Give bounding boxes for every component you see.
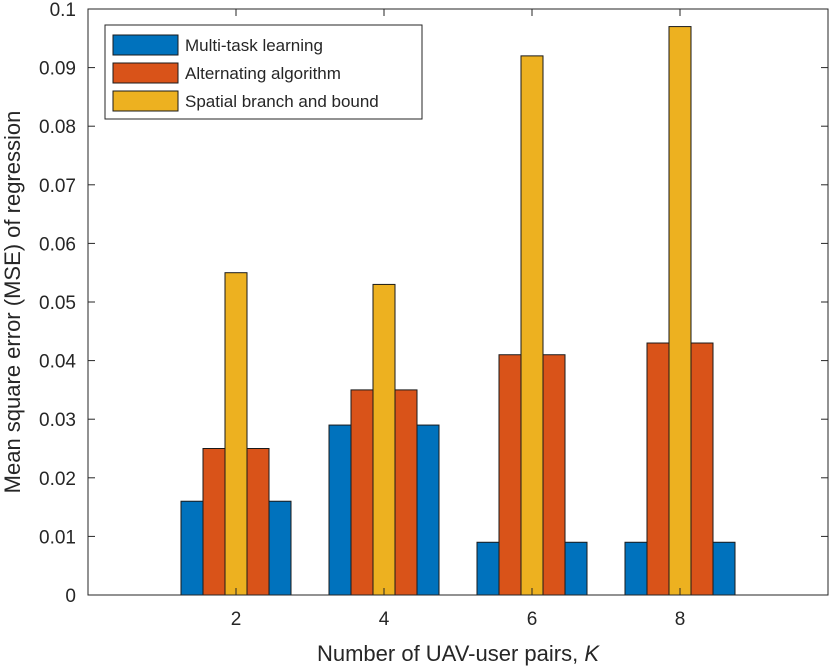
legend-label: Alternating algorithm	[185, 64, 341, 83]
x-tick-label: 6	[527, 609, 538, 630]
bar-spatial-branch-and-bound-k2-2	[224, 272, 248, 596]
ticks-group: 0 0.01 0.02 0.03 0.04 0.05 0.06 0.07 0.08 0.09 0.1…	[39, 0, 828, 630]
bar-alternating-algorithm-k6-1	[498, 354, 522, 596]
y-tick-label: 0.02	[39, 469, 76, 490]
legend-swatch	[112, 90, 179, 112]
y-tick-label: 0.07	[39, 176, 76, 197]
bar-multi-task-learning-k8-0	[624, 541, 648, 596]
y-tick-label: 0.05	[39, 293, 76, 314]
bar-alternating-algorithm-k2-3	[246, 448, 270, 596]
bar-alternating-algorithm-k4-3	[394, 389, 418, 596]
bar-multi-task-learning-k2-0	[180, 500, 204, 596]
x-tick-label: 2	[231, 609, 242, 630]
y-tick-label: 0	[65, 586, 76, 607]
bar-alternating-algorithm-k8-1	[646, 342, 670, 596]
y-tick-label: 0.09	[39, 59, 76, 80]
bar-multi-task-learning-k6-4	[564, 541, 588, 596]
x-tick-label: 4	[379, 609, 390, 630]
legend: Multi-task learning Alternating algorithm…	[104, 24, 423, 120]
bar-multi-task-learning-k4-4	[416, 424, 440, 596]
bar-alternating-algorithm-k8-3	[690, 342, 714, 596]
plot-frame	[87, 8, 829, 596]
bar-multi-task-learning-k8-4	[712, 541, 736, 596]
bar-alternating-algorithm-k6-3	[542, 354, 566, 596]
bar-spatial-branch-and-bound-k8-2	[668, 26, 692, 596]
x-axis-label: Number of UAV-user pairs, K	[317, 641, 600, 666]
bar-spatial-branch-and-bound-k4-2	[372, 283, 396, 596]
y-tick-label: 0.01	[39, 527, 76, 548]
y-tick-label: 0.04	[39, 352, 76, 373]
legend-swatch	[112, 62, 179, 84]
y-tick-label: 0.08	[39, 117, 76, 138]
bar-multi-task-learning-k2-4	[268, 500, 292, 596]
y-tick-label: 0.03	[39, 410, 76, 431]
legend-label: Spatial branch and bound	[185, 92, 379, 111]
y-tick-label: 0.06	[39, 234, 76, 255]
legend-swatch	[112, 34, 179, 56]
bar-alternating-algorithm-k2-1	[202, 448, 226, 596]
y-tick-label: 0.1	[50, 0, 76, 21]
bars-group	[180, 26, 736, 596]
bar-multi-task-learning-k6-0	[476, 541, 500, 596]
bar-alternating-algorithm-k4-1	[350, 389, 374, 596]
bar-spatial-branch-and-bound-k6-2	[520, 55, 544, 596]
y-axis-label: Mean square error (MSE) of regression	[0, 111, 25, 494]
x-tick-label: 8	[675, 609, 686, 630]
legend-label: Multi-task learning	[185, 36, 323, 55]
bar-multi-task-learning-k4-0	[328, 424, 352, 596]
